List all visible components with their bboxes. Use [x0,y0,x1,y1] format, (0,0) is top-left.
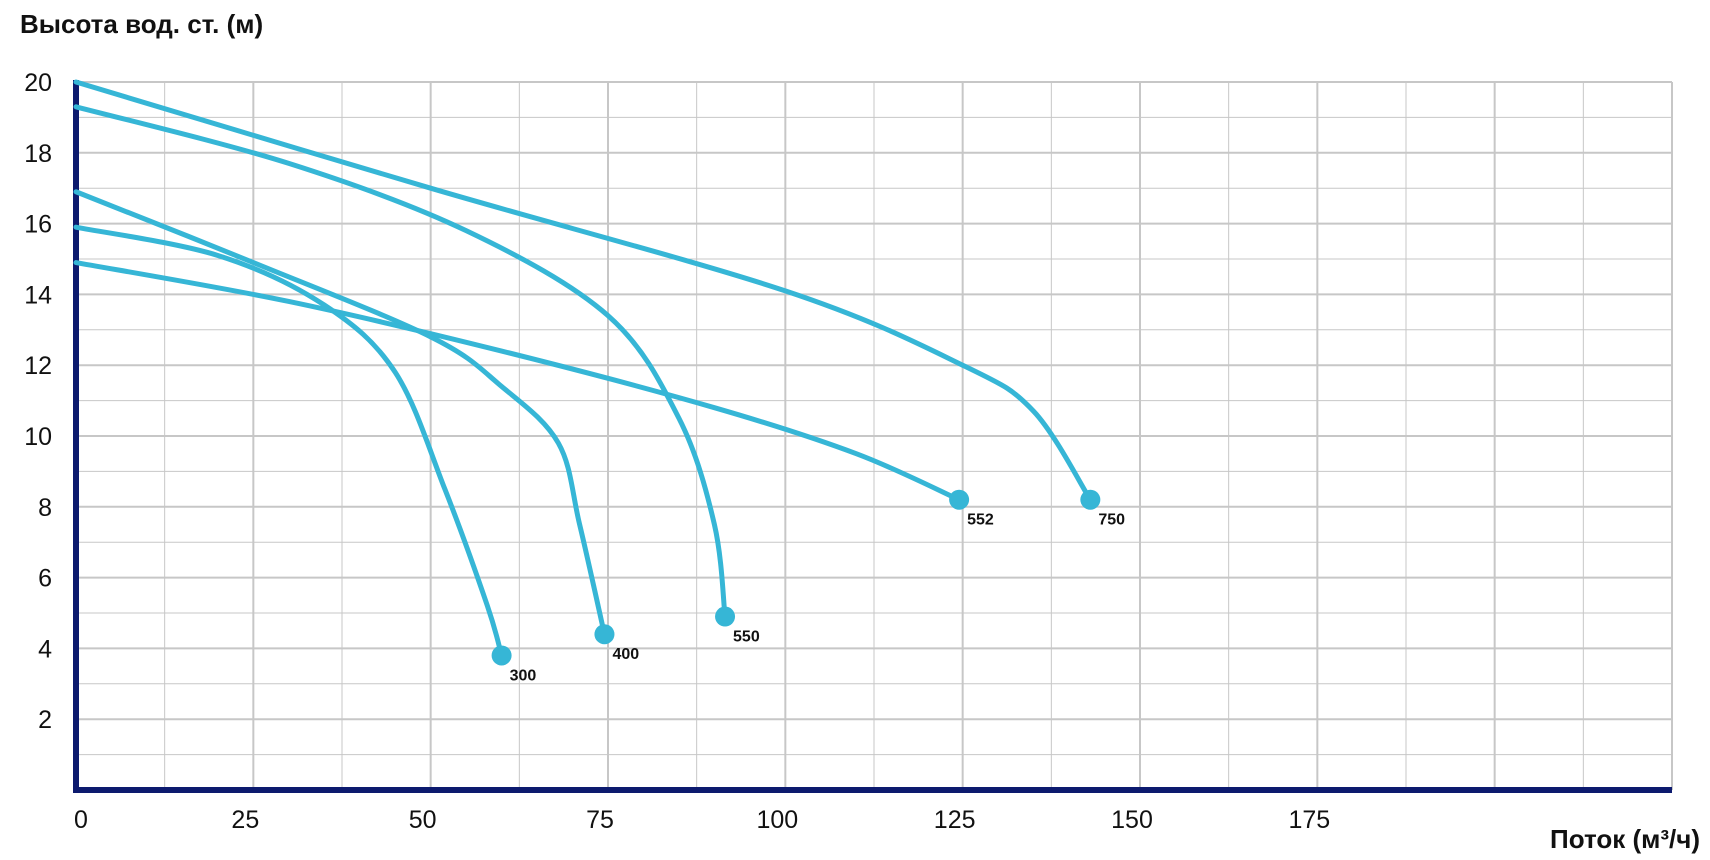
x-tick-label: 150 [1111,806,1153,834]
curve-label-750: 750 [1098,512,1125,529]
grid-major [76,81,1673,790]
curve-end-point-300 [491,645,512,666]
curve-552 [73,260,962,503]
curve-end-point-400 [594,624,615,645]
x-tick-label: 25 [231,806,259,834]
y-tick-label: 14 [24,281,52,309]
curve-label-400: 400 [612,646,639,663]
y-tick-label: 18 [24,140,52,168]
curve-label-550: 550 [733,629,760,646]
curve-end-point-552 [949,489,970,510]
x-tick-label: 0 [74,806,88,834]
y-tick-label: 16 [24,211,52,239]
curve-750 [73,79,1093,503]
grid-minor [76,82,1672,790]
x-tick-label: 175 [1288,806,1330,834]
x-tick-label: 125 [934,806,976,834]
curve-label-552: 552 [967,512,994,529]
y-tick-label: 20 [24,69,52,97]
curve-550 [73,104,728,620]
y-tick-label: 2 [38,706,52,734]
x-tick-label: 75 [586,806,614,834]
curves: 300 400 550 552 750 [73,79,1125,684]
x-tick-label: 50 [409,806,437,834]
curve-end-point-550 [715,606,736,627]
curve-end-point-750 [1080,489,1101,510]
y-axis-title: Высота вод. ст. (м) [20,9,263,39]
x-axis-title: Поток (м³/ч) [1550,824,1700,854]
x-tick-label: 100 [756,806,798,834]
y-tick-label: 12 [24,352,52,380]
y-tick-label: 10 [24,423,52,451]
y-tick-label: 8 [38,494,52,522]
y-tick-label: 6 [38,565,52,593]
y-tick-label: 4 [38,635,52,663]
curve-label-300: 300 [510,667,537,684]
curve-400 [73,189,607,637]
axes [73,80,1672,793]
curve-300 [73,224,505,658]
tick-labels: 0 25 50 75 100 125 150 175 2 4 6 8 10 12 14 16 18 20 [24,69,1330,834]
